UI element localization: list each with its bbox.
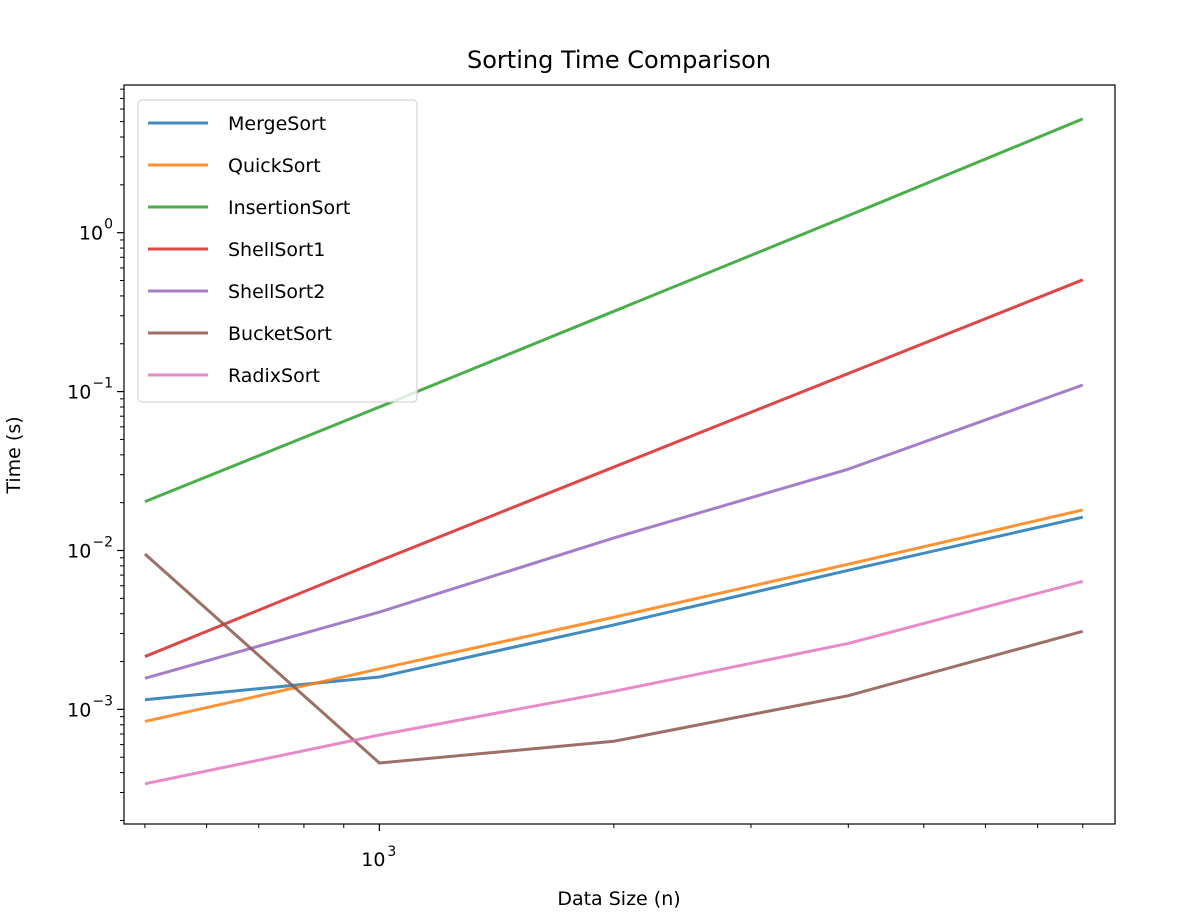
y-tick-label: 10 [67,699,91,721]
x-tick-label: 10 [361,849,385,871]
series-line-shellsort1 [144,278,1084,658]
legend-box [137,99,418,403]
legend-label: BucketSort [228,323,332,345]
x-axis-label: Data Size (n) [557,888,680,910]
series-layer [143,117,1084,786]
series-line-radixsort [144,579,1084,786]
legend-label: InsertionSort [228,197,350,219]
chart-title: Sorting Time Comparison [467,46,771,74]
legend-label: RadixSort [228,365,320,387]
y-tick-label-exponent: 0 [104,217,113,233]
legend: MergeSort QuickSort InsertionSort ShellSort… [137,99,418,403]
legend-label: ShellSort1 [228,239,325,261]
series-line-quicksort [144,508,1084,723]
series-line-bucketsort [143,552,1084,765]
y-tick-label: 10 [79,223,103,245]
legend-label: MergeSort [228,113,326,135]
series-line-insertionsort [144,117,1084,504]
y-tick-label-exponent: −1 [92,376,113,392]
y-tick-label: 10 [67,540,91,562]
y-tick-label: 10 [67,382,91,404]
y-axis-label: Time (s) [3,416,25,494]
legend-label: ShellSort2 [228,281,325,303]
series-line-shellsort2 [144,383,1084,680]
series-line-mergesort [144,515,1084,702]
y-tick-label-exponent: −2 [92,534,113,550]
y-tick-label-exponent: −3 [92,693,113,709]
legend-label: QuickSort [228,155,321,177]
x-tick-label-exponent: 3 [387,844,396,860]
